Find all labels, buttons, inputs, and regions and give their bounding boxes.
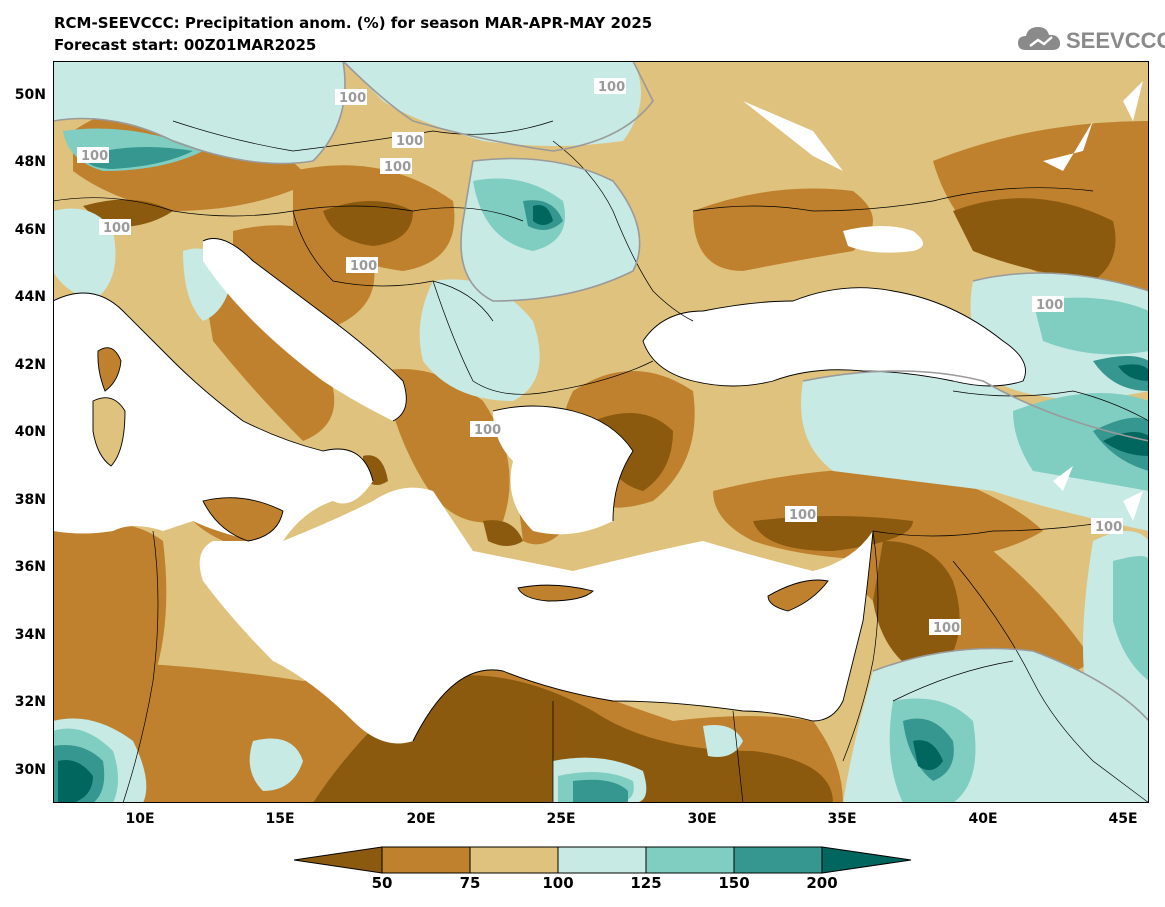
islands [93, 347, 828, 611]
lon-label: 35E [827, 811, 857, 827]
colorbar-segment [733, 846, 823, 874]
contour-label: 100 [103, 221, 130, 236]
contour-label: 100 [81, 149, 108, 164]
colorbar-segment [381, 846, 471, 874]
lat-label: 46N [14, 222, 46, 238]
cloud-icon [1018, 27, 1061, 50]
contour-label: 100 [1095, 520, 1122, 535]
contour-lines [53, 61, 1149, 722]
lat-label: 42N [14, 357, 46, 373]
lon-label: 45E [1108, 811, 1138, 827]
sardinia [93, 397, 125, 466]
contour-label: 100 [933, 621, 960, 636]
lat-label: 38N [14, 492, 46, 508]
coastlines [53, 238, 1026, 742]
lat-label: 32N [14, 694, 46, 710]
sicily [203, 497, 283, 541]
lat-label: 36N [14, 559, 46, 575]
corsica [97, 347, 121, 391]
crete [518, 585, 593, 601]
colorbar-segment [294, 846, 383, 874]
lat-label: 44N [14, 289, 46, 305]
colorbar [294, 846, 912, 874]
colorbar-label: 150 [718, 874, 750, 892]
lat-label: 50N [14, 87, 46, 103]
contour-label: 100 [789, 508, 816, 523]
logo-text: SEEVCCC [1066, 28, 1165, 53]
missing-data-patches [743, 81, 1143, 521]
colorbar-label: 100 [542, 874, 574, 892]
colorbar-label: 125 [630, 874, 662, 892]
contour-label: 100 [350, 259, 377, 274]
contour-label-group: 100 100 100 100 100 100 100 100 100 100 … [77, 78, 1123, 636]
precipitation-anomaly-map: 100 100 100 100 100 100 100 100 100 100 … [53, 61, 1149, 803]
lon-label: 20E [406, 811, 436, 827]
title-line-1: RCM-SEEVCCC: Precipitation anom. (%) for… [54, 14, 653, 32]
contour-label: 100 [598, 80, 625, 95]
lat-label: 48N [14, 154, 46, 170]
country-borders [53, 120, 1149, 803]
lon-label: 10E [125, 811, 155, 827]
lon-label: 25E [546, 811, 576, 827]
colorbar-label: 75 [459, 874, 481, 892]
contour-label: 100 [339, 91, 366, 106]
cyprus [768, 580, 828, 611]
contour-label: 100 [396, 134, 423, 149]
colorbar-segment [469, 846, 559, 874]
colorbar-segment [557, 846, 647, 874]
lon-label: 15E [265, 811, 295, 827]
contour-label: 100 [1036, 298, 1063, 313]
title-line-2: Forecast start: 00Z01MAR2025 [54, 36, 317, 54]
lat-label: 34N [14, 627, 46, 643]
colorbar-label: 200 [806, 874, 838, 892]
lat-label: 40N [14, 424, 46, 440]
map-frame [53, 61, 1149, 803]
contour-label: 100 [474, 423, 501, 438]
sea-mask [53, 226, 1026, 744]
colorbar-segment [821, 846, 912, 874]
lon-label: 40E [968, 811, 998, 827]
colorbar-segment [645, 846, 735, 874]
contour-label: 100 [384, 160, 411, 175]
colorbar-label: 50 [371, 874, 393, 892]
seevccc-logo: SEEVCCC [1016, 22, 1165, 58]
lat-label: 30N [14, 762, 46, 778]
lon-label: 30E [687, 811, 717, 827]
